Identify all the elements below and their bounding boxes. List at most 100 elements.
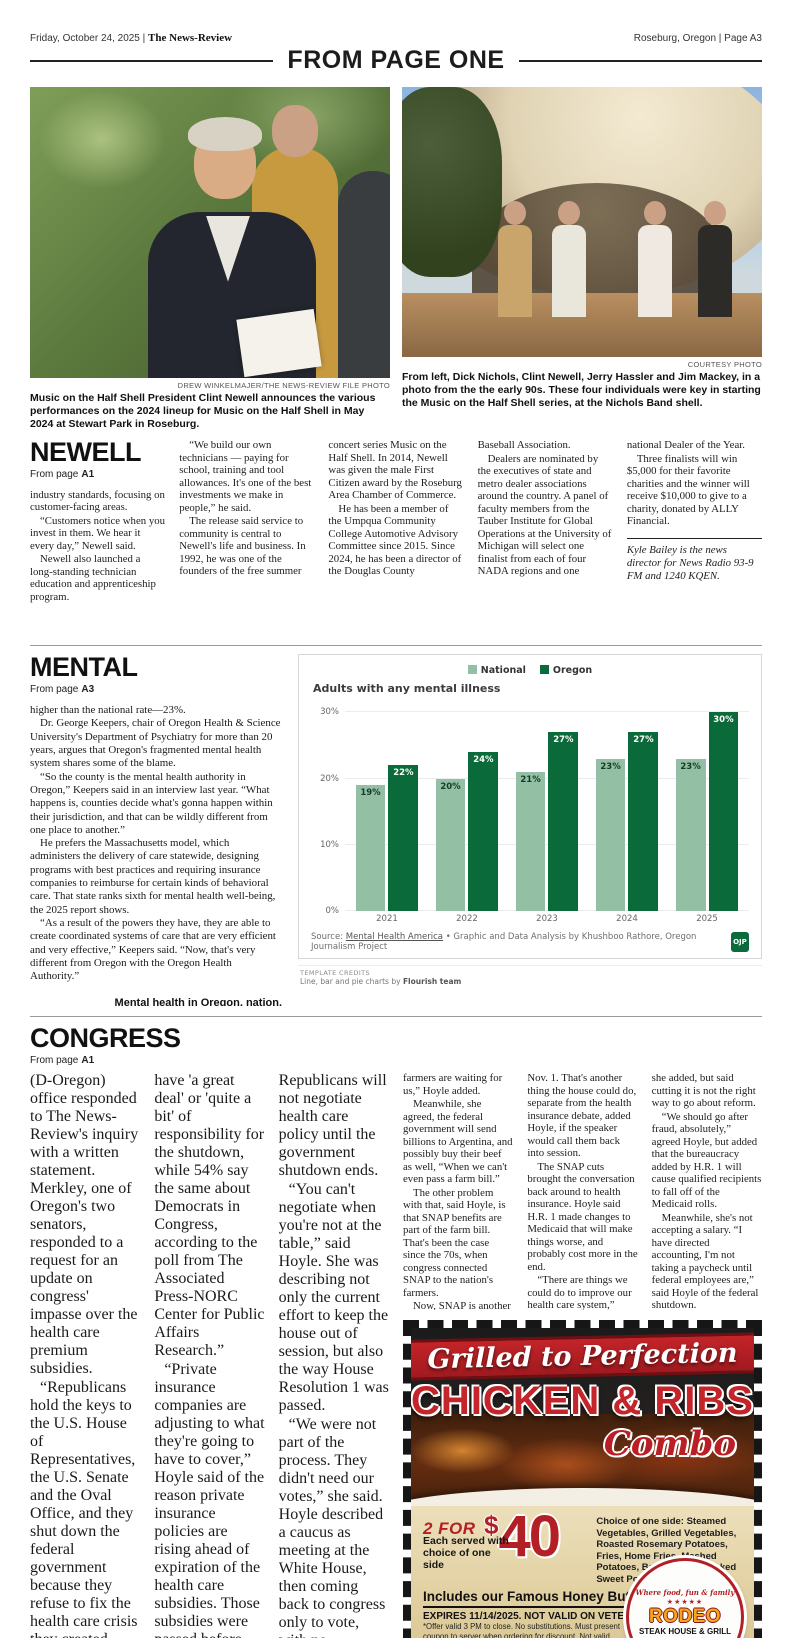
mental-text-column: MENTAL From page A3 higher than the natio…: [30, 654, 282, 1006]
photo-clint-newell: [30, 87, 390, 378]
mental-body-text: higher than the national rate—23%. Dr. Ge…: [30, 704, 282, 983]
article-mental: MENTAL From page A3 higher than the natio…: [30, 654, 762, 1006]
banner-rule-left: [30, 59, 274, 62]
x-axis-tick: 2022: [456, 914, 478, 924]
section-divider: [30, 645, 762, 646]
congress-col-5: Nov. 1. That's another thing the house c…: [527, 1072, 637, 1310]
legend-swatch-icon: [539, 665, 549, 674]
chart-column: National Oregon Adults with any mental il…: [298, 654, 762, 1006]
paragraph: The other problem with that, said Hoyle,…: [403, 1186, 506, 1299]
ad-amount: 40: [498, 1504, 560, 1569]
bar-oregon-2024: 27%: [628, 732, 659, 911]
newell-col-3: concert series Music on the Half Shell. …: [328, 439, 463, 604]
congress-col-6: she added, but said cutting it is not th…: [652, 1072, 762, 1310]
y-axis-tick: 30%: [320, 707, 339, 718]
ad-fine-print: *Offer valid 3 PM to close. No substitut…: [423, 1622, 621, 1638]
tree-silhouette: [402, 87, 502, 277]
chart-source: Source: Mental Health America • Graphic …: [311, 932, 731, 952]
paragraph: Now, SNAP is another policy taking a lar…: [413, 1300, 511, 1310]
bar-national-2025: 23%: [675, 758, 706, 911]
ad-expiration: EXPIRES 11/14/2025. NOT VALID ON VETERAN…: [423, 1611, 677, 1623]
paragraph: “We build our own technicians — paying f…: [179, 439, 312, 514]
bar-national-2022: 20%: [435, 778, 466, 911]
masthead: Friday, October 24, 2025 | The News-Revi…: [30, 32, 762, 44]
paragraph: “We should go after fraud, absolutely,” …: [651, 1110, 762, 1211]
page-locator: Roseburg, Oregon | Page A3: [633, 33, 762, 44]
y-axis-tick: 20%: [320, 773, 339, 784]
person-head: [558, 201, 580, 225]
masthead-left: Friday, October 24, 2025 | The News-Revi…: [30, 32, 232, 44]
congress-col6-text: she added, but said cutting it is not th…: [652, 1072, 762, 1310]
x-axis-tick: 2024: [616, 914, 638, 924]
paragraph: Baseball Association.: [477, 439, 571, 451]
bar-value-label: 21%: [520, 774, 541, 785]
photo-caption-right: From left, Dick Nichols, Clint Newell, J…: [402, 371, 761, 410]
paragraph: He prefers the Massachusetts model, whic…: [30, 837, 276, 916]
paragraph: Nov. 1. That's another thing the house c…: [527, 1072, 637, 1160]
frompage-label: From page: [30, 469, 79, 480]
section-title: FROM PAGE ONE: [287, 46, 505, 74]
bar-value-label: 30%: [713, 715, 734, 726]
gridline: 30%: [320, 707, 749, 717]
photo-caption-left: Music on the Half Shell President Clint …: [30, 391, 376, 430]
photo-band-shell: [402, 87, 762, 357]
chart-caption: Mental health in Oregon, nation.: [114, 997, 282, 1006]
source-link[interactable]: Mental Health America: [345, 932, 443, 942]
congress-col-2: have 'a great deal' or 'quite a bit' of …: [154, 1072, 264, 1638]
source-rest: • Graphic and Data Analysis by Khushboo …: [311, 932, 697, 952]
legend-swatch-icon: [467, 665, 477, 674]
template-credits-prefix: Line, bar and pie charts by: [300, 977, 403, 986]
paragraph: national Dealer of the Year.: [626, 439, 745, 451]
figure-right: COURTESY PHOTO From left, Dick Nichols, …: [402, 87, 762, 431]
frompage-ref: A3: [81, 684, 95, 695]
paragraph: The SNAP cuts brought the conversation b…: [527, 1160, 638, 1273]
paragraph: “There are things we could do to improve…: [527, 1274, 632, 1310]
paragraph: Republicans will not negotiate health ca…: [278, 1072, 387, 1179]
mental-headline: MENTAL: [30, 654, 138, 682]
congress-right-block: farmers are waiting for us,” Hoyle added…: [403, 1072, 762, 1638]
photo-row: DREW WINKELMAJER/THE NEWS-REVIEW FILE PH…: [30, 87, 762, 431]
date-line: Friday, October 24, 2025: [30, 33, 140, 44]
ad-combo-text: Combo: [603, 1424, 736, 1464]
paragraph: concert series Music on the Half Shell. …: [328, 439, 462, 502]
ojp-logo-icon: OJP: [730, 932, 749, 952]
template-credits-label: TEMPLATE CREDITS: [300, 969, 371, 977]
template-credits: TEMPLATE CREDITS Line, bar and pie chart…: [298, 965, 762, 986]
background-person: [338, 171, 390, 378]
paragraph: “So the county is the mental health auth…: [30, 770, 273, 836]
bar-value-label: 19%: [360, 788, 381, 799]
chart-x-axis: 2021 2022 2023 2024 2025: [345, 911, 749, 924]
ad-headline: CHICKEN & RIBS: [411, 1379, 754, 1423]
photo-credit-right: COURTESY PHOTO: [687, 360, 762, 369]
chart-source-row: Source: Mental Health America • Graphic …: [311, 932, 749, 952]
x-axis-tick: 2023: [536, 914, 558, 924]
ad-currency: $: [484, 1510, 499, 1540]
bar-value-label: 27%: [633, 735, 654, 746]
paragraph: Three finalists will win $5,000 for thei…: [626, 452, 750, 528]
paragraph: have 'a great deal' or 'quite a bit' of …: [154, 1072, 265, 1359]
congress-headline: CONGRESS: [30, 1025, 181, 1053]
paragraph: higher than the national rate—23%.: [30, 704, 186, 717]
mental-illness-chart: National Oregon Adults with any mental il…: [298, 654, 762, 959]
ad-top-section: Grilled to Perfection CHICKEN & RIBS Com…: [411, 1328, 754, 1506]
mental-frompage: From page A3: [30, 684, 282, 696]
congress-left-columns: (D-Oregon) office responded to The News-…: [30, 1072, 389, 1638]
bar-value-label: 20%: [440, 781, 461, 792]
paragraph: she added, but said cutting it is not th…: [651, 1072, 756, 1110]
template-credits-team: Flourish team: [402, 977, 462, 986]
bar-group-2022: 20% 24%: [433, 699, 501, 911]
paper-sheet: [236, 308, 322, 377]
person-head: [272, 105, 318, 157]
article-newell: NEWELL From page A1 industry standards, f…: [30, 439, 763, 635]
bar-oregon-2022: 24%: [468, 752, 499, 911]
chart-title: Adults with any mental illness: [313, 682, 501, 695]
paragraph: “Republicans hold the keys to the U.S. H…: [30, 1379, 138, 1638]
paragraph: The release said service to community is…: [179, 515, 306, 578]
bar-oregon-2025: 30%: [708, 712, 739, 911]
masthead-separator: |: [142, 33, 149, 44]
bar-national-2021: 19%: [355, 785, 386, 911]
bar-national-2023: 21%: [515, 771, 546, 911]
speaker-hair: [188, 117, 262, 151]
paragraph: “We were not part of the process. They d…: [278, 1416, 386, 1638]
